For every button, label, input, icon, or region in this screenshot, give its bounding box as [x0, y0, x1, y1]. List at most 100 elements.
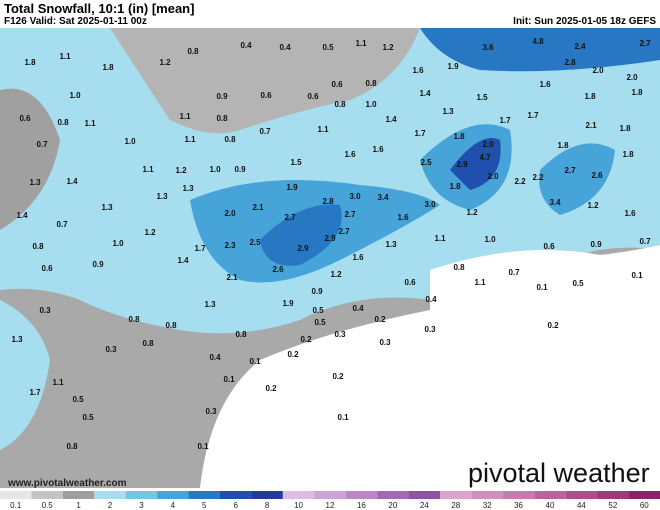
snowfall-label: 0.9: [590, 240, 602, 249]
snowfall-label: 1.2: [159, 58, 171, 67]
snowfall-label: 0.3: [334, 330, 346, 339]
snowfall-label: 2.5: [249, 238, 261, 247]
snowfall-label: 1.1: [142, 165, 154, 174]
snowfall-label: 0.8: [165, 321, 177, 330]
legend-tick-label: 8: [265, 501, 270, 510]
legend-tick-label: 28: [451, 501, 460, 510]
snowfall-label: 1.8: [619, 124, 631, 133]
snowfall-label: 1.3: [11, 335, 23, 344]
snowfall-label: 1.4: [385, 115, 397, 124]
snow-region: [0, 300, 50, 450]
snowfall-label: 0.1: [337, 413, 349, 422]
legend-tick-label: 2: [108, 501, 113, 510]
snowfall-label: 0.5: [72, 395, 84, 404]
legend-tick-label: 1: [76, 501, 81, 510]
init-time: Init: Sun 2025-01-05 18z GEFS: [513, 16, 656, 27]
snowfall-label: 1.4: [419, 89, 431, 98]
snowfall-label: 0.3: [39, 306, 51, 315]
snowfall-label: 0.5: [314, 318, 326, 327]
snowfall-label: 3.6: [482, 43, 494, 52]
snowfall-label: 0.8: [187, 47, 199, 56]
valid-time: F126 Valid: Sat 2025-01-11 00z: [4, 16, 147, 27]
snowfall-label: 0.9: [234, 165, 246, 174]
snowfall-label: 0.2: [265, 384, 277, 393]
legend-tick-label: 32: [483, 501, 492, 510]
snowfall-label: 1.7: [527, 111, 539, 120]
legend-tick-label: 16: [357, 501, 366, 510]
legend-color: [220, 491, 252, 499]
snowfall-label: 4.8: [532, 37, 544, 46]
legend-color: [0, 491, 32, 499]
snowfall-label: 2.0: [487, 172, 499, 181]
snowfall-label: 1.1: [52, 378, 64, 387]
snowfall-label: 2.7: [564, 166, 576, 175]
legend-color: [314, 491, 346, 499]
snow-region: [0, 88, 60, 230]
snowfall-label: 0.3: [424, 325, 436, 334]
snowfall-label: 0.8: [216, 114, 228, 123]
snowfall-label: 1.9: [447, 62, 459, 71]
legend-color: [125, 491, 158, 499]
snowfall-label: 1.0: [365, 100, 377, 109]
website: www.pivotalweather.com: [7, 478, 127, 489]
snow-region: [420, 28, 660, 72]
snowfall-label: 1.1: [179, 112, 191, 121]
snowfall-label: 0.1: [197, 442, 209, 451]
snowfall-label: 0.1: [249, 357, 261, 366]
snowfall-label: 0.1: [631, 271, 643, 280]
legend-tick-label: 5: [202, 501, 207, 510]
snowfall-label: 1.2: [466, 208, 478, 217]
snowfall-label: 1.4: [177, 256, 189, 265]
map-title: Total Snowfall, 10:1 (in) [mean]: [4, 1, 194, 16]
snowfall-label: 1.3: [204, 300, 216, 309]
snowfall-label: 0.2: [374, 315, 386, 324]
snowfall-label: 2.7: [344, 210, 356, 219]
snowfall-label: 1.2: [587, 201, 599, 210]
legend-tick-label: 12: [326, 501, 335, 510]
snowfall-label: 0.2: [547, 321, 559, 330]
snow-region: [260, 204, 342, 266]
snowfall-label: 0.7: [639, 237, 651, 246]
snowfall-label: 0.3: [379, 338, 391, 347]
snowfall-label: 1.6: [539, 80, 551, 89]
snowfall-label: 0.7: [508, 268, 520, 277]
snowfall-label: 0.2: [287, 350, 299, 359]
snowfall-label: 2.7: [284, 213, 296, 222]
snowfall-label: 1.3: [182, 184, 194, 193]
snowfall-label: 1.9: [282, 299, 294, 308]
snowfall-label: 1.1: [434, 234, 446, 243]
snowfall-label: 1.1: [84, 119, 96, 128]
snowfall-label: 0.8: [66, 442, 78, 451]
legend-tick-label: 0.5: [42, 501, 54, 510]
snowfall-label: 1.0: [112, 239, 124, 248]
snowfall-label: 0.5: [82, 413, 94, 422]
legend-color: [534, 491, 566, 499]
snowfall-label: 0.7: [36, 140, 48, 149]
snowfall-label: 1.6: [412, 66, 424, 75]
snowfall-label: 0.8: [128, 315, 140, 324]
snowfall-label: 1.8: [557, 141, 569, 150]
snowfall-label: 0.2: [300, 335, 312, 344]
snowfall-label: 1.7: [194, 244, 206, 253]
snowfall-label: 1.3: [442, 107, 454, 116]
snowfall-label: 2.4: [574, 42, 586, 51]
legend-color: [94, 491, 126, 499]
snowfall-label: 0.9: [216, 92, 228, 101]
legend-tick-label: 6: [233, 501, 238, 510]
snowfall-label: 2.0: [626, 73, 638, 82]
legend-tick-label: 36: [514, 501, 523, 510]
legend-color: [31, 491, 63, 499]
legend-color: [597, 491, 629, 499]
snow-region: [450, 138, 501, 190]
snowfall-label: 1.0: [484, 235, 496, 244]
snowfall-label: 1.5: [476, 93, 488, 102]
snowfall-label: 1.2: [175, 166, 187, 175]
legend-tick-label: 44: [577, 501, 586, 510]
snowfall-label: 2.6: [272, 265, 284, 274]
snowfall-label: 1.3: [156, 192, 168, 201]
snowfall-label: 0.2: [332, 372, 344, 381]
snowfall-label: 0.3: [205, 407, 217, 416]
snowfall-label: 0.8: [224, 135, 236, 144]
snowfall-label: 0.8: [57, 118, 69, 127]
